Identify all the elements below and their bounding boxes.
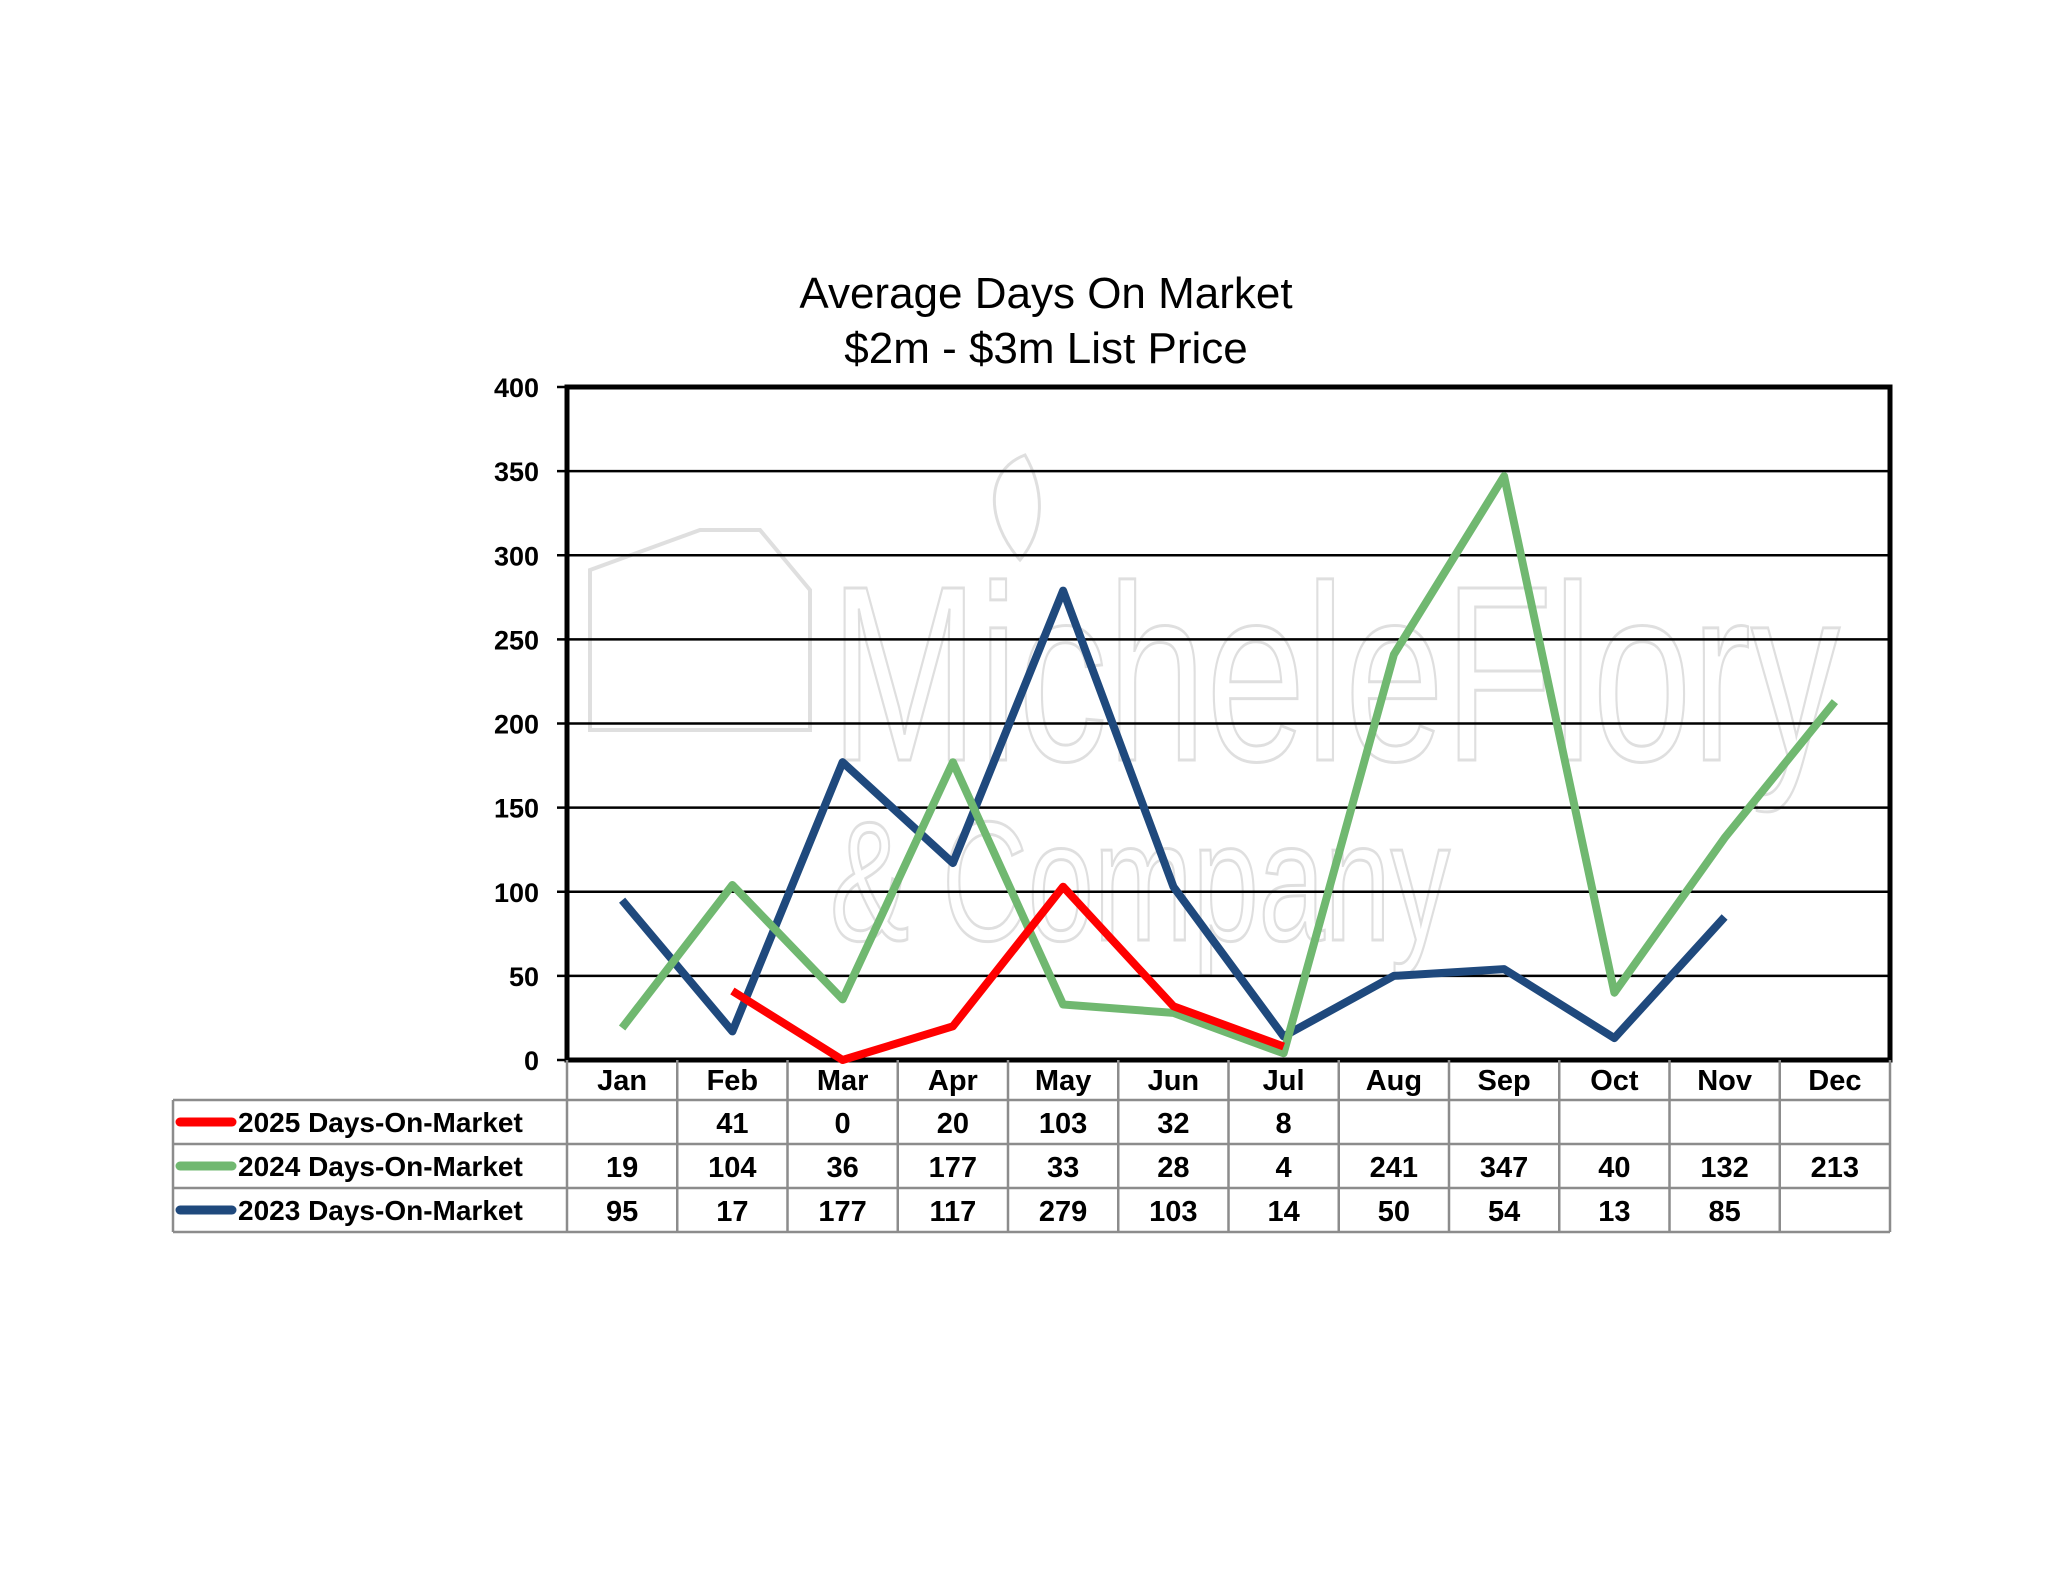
data-cell: 41 xyxy=(716,1108,748,1140)
data-cell: 54 xyxy=(1488,1196,1520,1228)
watermark-leaf-icon xyxy=(992,453,1041,563)
y-tick-label: 300 xyxy=(494,541,539,571)
x-tick-label: Jul xyxy=(1263,1065,1305,1097)
watermark-line2: & Company xyxy=(830,787,1450,977)
data-cell: 32 xyxy=(1157,1108,1189,1140)
data-cell: 0 xyxy=(835,1108,851,1140)
x-tick-label: Feb xyxy=(707,1065,759,1097)
data-cell: 95 xyxy=(606,1196,638,1228)
data-cell: 132 xyxy=(1700,1152,1748,1184)
watermark-line1: MicheleFlory xyxy=(830,534,1840,813)
legend-label: 2024 Days-On-Market xyxy=(238,1151,523,1182)
data-cell: 279 xyxy=(1039,1196,1087,1228)
data-cell: 177 xyxy=(818,1196,866,1228)
y-tick-label: 250 xyxy=(494,625,539,655)
legend-label: 2025 Days-On-Market xyxy=(238,1107,523,1138)
data-cell: 14 xyxy=(1267,1196,1299,1228)
data-cell: 50 xyxy=(1378,1196,1410,1228)
data-cell: 117 xyxy=(929,1196,976,1228)
y-tick-label: 350 xyxy=(494,457,539,487)
x-tick-label: Jan xyxy=(597,1065,647,1097)
y-tick-label: 0 xyxy=(524,1046,539,1076)
data-cell: 36 xyxy=(826,1152,858,1184)
data-cell: 17 xyxy=(716,1196,748,1228)
data-cell: 8 xyxy=(1276,1108,1292,1140)
y-tick-label: 50 xyxy=(509,962,539,992)
y-tick-label: 100 xyxy=(494,878,539,908)
x-tick-label: Jun xyxy=(1148,1065,1200,1097)
data-cell: 20 xyxy=(937,1108,969,1140)
series-line-2023 xyxy=(619,586,1728,1043)
x-tick-label: Nov xyxy=(1697,1065,1752,1097)
y-tick-label: 200 xyxy=(494,710,539,740)
x-tick-label: Dec xyxy=(1808,1065,1861,1097)
x-tick-label: May xyxy=(1035,1065,1091,1097)
chart-title: Average Days On Market xyxy=(799,269,1292,318)
legend-label: 2023 Days-On-Market xyxy=(238,1195,523,1226)
data-cell: 241 xyxy=(1370,1152,1418,1184)
data-cell: 177 xyxy=(929,1152,977,1184)
data-cell: 13 xyxy=(1598,1196,1630,1228)
x-tick-label: Apr xyxy=(928,1065,978,1097)
data-cell: 19 xyxy=(606,1152,638,1184)
x-tick-label: Aug xyxy=(1366,1065,1422,1097)
y-tick-label: 150 xyxy=(494,794,539,824)
data-cell: 4 xyxy=(1276,1152,1292,1184)
data-cell: 213 xyxy=(1811,1152,1859,1184)
data-cell: 347 xyxy=(1480,1152,1528,1184)
y-tick-label: 400 xyxy=(494,373,539,403)
x-tick-label: Oct xyxy=(1590,1065,1639,1097)
watermark-logo: MicheleFlory & Company xyxy=(588,453,1842,979)
series-line-2024 xyxy=(618,472,1839,1058)
data-cell: 28 xyxy=(1157,1152,1189,1184)
data-cell: 40 xyxy=(1598,1152,1630,1184)
data-cell: 85 xyxy=(1708,1196,1740,1228)
x-tick-label: Sep xyxy=(1478,1065,1531,1097)
watermark-house-icon xyxy=(588,528,812,732)
data-cell: 33 xyxy=(1047,1152,1079,1184)
data-cell: 103 xyxy=(1149,1196,1197,1228)
data-cell: 103 xyxy=(1039,1108,1087,1140)
x-tick-label: Mar xyxy=(817,1065,869,1097)
series-line-2025 xyxy=(730,882,1285,1064)
chart-subtitle: $2m - $3m List Price xyxy=(844,324,1247,373)
data-cell: 104 xyxy=(708,1152,756,1184)
